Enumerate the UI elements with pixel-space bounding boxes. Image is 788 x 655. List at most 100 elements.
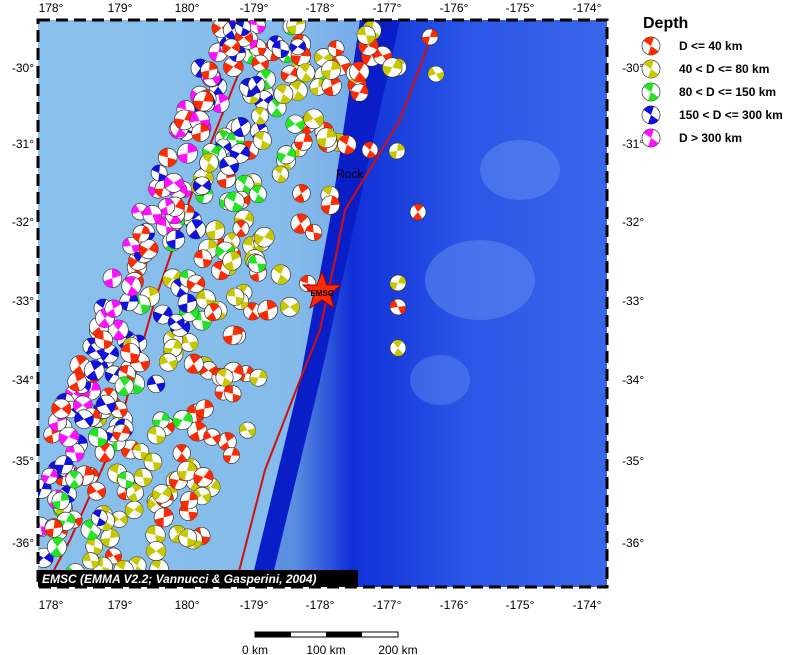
event-quadrant [223,251,241,271]
event-quadrant [364,141,376,159]
event-quadrant [254,131,271,150]
scale-label: 200 km [378,643,417,655]
event-quadrant [61,485,75,503]
event-quadrant [285,117,305,131]
event-quadrant [177,143,198,164]
event-quadrant [159,354,178,370]
events [38,20,445,584]
x-tick-label: 178° [39,598,64,612]
event-quadrant [86,360,103,381]
legend-label: 80 < D <= 150 km [679,85,776,99]
event-quadrant [41,469,58,484]
event-quadrant [142,205,162,224]
event-quadrant [252,57,269,70]
event-quadrant [303,111,324,127]
event-quadrant [421,29,439,45]
x-tick-label: -178° [306,1,335,15]
event-quadrant [392,339,404,357]
event-quadrant [44,519,63,538]
event-quadrant [124,276,139,296]
epicenter-star [301,270,343,310]
event-quadrant [82,552,99,569]
map-area: Rock EMSC EMSC (EMMA V2.2; Vannucci & Ga… [38,20,607,587]
event-quadrant [100,528,120,547]
event-quadrant [293,213,308,234]
event-quadrant [119,292,139,311]
event-quadrant [249,369,267,386]
event-quadrant [321,196,340,215]
event-quadrant [248,255,266,273]
event-quadrant [110,513,128,525]
graticule: 178° 178° 179° 179° 180° 180° -179° -179° -178° -… [12,1,645,612]
event-quadrant [125,503,144,517]
event-quadrant [237,175,253,194]
event-quadrant [643,37,659,55]
event-quadrant [87,484,106,499]
event-quadrant [195,399,214,418]
event-quadrant [158,148,177,167]
y-tick-label: -35° [12,454,34,468]
event-quadrant [72,355,88,376]
event-quadrant [286,20,306,35]
event-quadrant [94,330,113,349]
event-quadrant [643,129,659,147]
event-quadrant [151,164,167,182]
frame [36,18,609,589]
event-quadrant [147,376,165,392]
event-quadrant [179,334,199,351]
event-quadrant [322,76,341,96]
event-quadrant [133,443,149,460]
event-quadrant [100,346,119,361]
event-quadrant [103,268,122,288]
event-quadrant [83,519,99,540]
event-quadrant [390,299,406,315]
event-quadrant [643,83,659,101]
event-quadrant [305,224,322,241]
event-quadrant [186,404,205,423]
y-tick-label: -34° [12,373,34,387]
event-quadrant [172,411,193,429]
event-quadrant [88,344,105,358]
event-quadrant [88,427,108,447]
event-quadrant [69,372,86,392]
event-quadrant [363,20,380,40]
event-quadrant [193,488,211,504]
event-quadrant [179,528,197,547]
event-quadrant [201,153,217,173]
event-quadrant [389,143,405,159]
event-quadrant [176,444,188,463]
y-tick-label: -31° [12,137,34,151]
event-quadrant [173,278,188,297]
event-quadrant [389,275,407,291]
event-quadrant [206,220,225,240]
event-quadrant [382,59,402,76]
event-quadrant [92,509,106,526]
event-quadrant [352,61,366,82]
legend-label: D > 300 km [679,131,742,145]
event-quadrant [412,204,424,220]
event-quadrant [193,180,211,192]
event-quadrant [258,300,277,321]
epicenter-label: EMSC [310,289,333,298]
event-quadrant [232,117,249,137]
event-quadrant [187,277,205,291]
event-quadrant [273,264,289,285]
event-quadrant [294,133,313,151]
event-quadrant [281,67,299,82]
x-tick-label: -174° [573,1,602,15]
event-quadrant [105,549,122,563]
y-tick-label: -34° [622,373,644,387]
x-tick-label: -176° [440,1,469,15]
x-tick-label: -178° [306,598,335,612]
event-quadrant [219,158,239,174]
event-quadrant [52,492,70,510]
event-quadrant [138,242,159,257]
event-quadrant [236,220,246,237]
event-quadrant [134,468,153,487]
event-quadrant [188,219,203,239]
y-tick-label: -36° [622,536,644,550]
event-quadrant [427,67,445,81]
x-tick-label: -176° [440,598,469,612]
